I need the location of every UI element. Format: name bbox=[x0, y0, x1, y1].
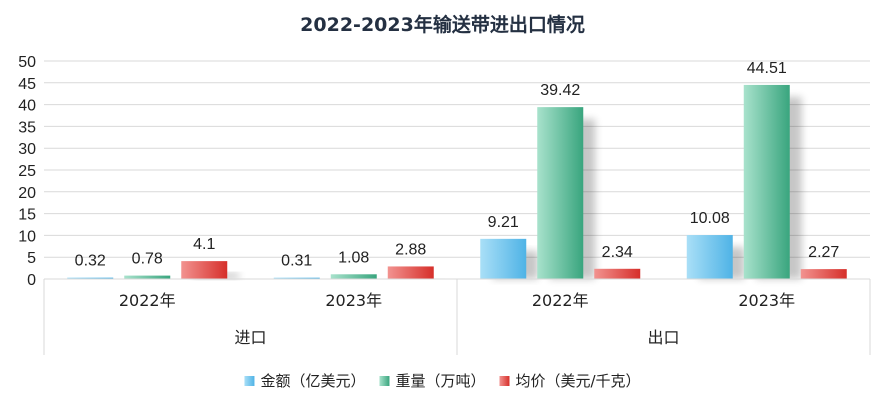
y-tick-label: 45 bbox=[18, 76, 36, 93]
bar bbox=[330, 274, 377, 279]
group-label: 进口 bbox=[234, 328, 266, 347]
data-label: 39.42 bbox=[540, 82, 580, 99]
data-label: 2.34 bbox=[602, 244, 633, 261]
x-tick-label: 2022年 bbox=[119, 291, 176, 310]
x-tick-label: 2023年 bbox=[738, 291, 795, 310]
y-tick-label: 50 bbox=[18, 54, 36, 71]
data-label: 10.08 bbox=[690, 210, 730, 227]
data-label: 9.21 bbox=[488, 214, 519, 231]
chart-title: 2022-2023年输送带进出口情况 bbox=[300, 14, 585, 36]
bar bbox=[537, 107, 584, 279]
bar bbox=[67, 277, 114, 279]
bar bbox=[594, 268, 641, 279]
legend-label: 重量（万吨） bbox=[395, 372, 485, 390]
data-label: 0.32 bbox=[75, 253, 106, 270]
bar bbox=[273, 277, 320, 279]
legend-label: 均价（美元/千克） bbox=[515, 372, 640, 390]
data-label: 44.51 bbox=[747, 60, 787, 77]
data-label: 2.88 bbox=[395, 241, 426, 258]
y-tick-label: 20 bbox=[18, 185, 36, 202]
data-label: 0.31 bbox=[281, 253, 312, 270]
legend-swatch bbox=[244, 376, 255, 386]
bar bbox=[800, 269, 847, 279]
bar bbox=[686, 235, 733, 279]
y-tick-label: 40 bbox=[18, 98, 36, 115]
y-tick-label: 5 bbox=[27, 250, 36, 267]
x-tick-label: 2022年 bbox=[532, 291, 589, 310]
y-tick-label: 0 bbox=[27, 272, 36, 289]
bar bbox=[480, 238, 527, 279]
y-tick-label: 30 bbox=[18, 141, 36, 158]
bar bbox=[743, 84, 790, 279]
data-label: 2.27 bbox=[808, 244, 839, 261]
legend-swatch bbox=[379, 376, 390, 386]
bar bbox=[387, 266, 434, 279]
bar bbox=[124, 275, 171, 279]
bar bbox=[181, 261, 228, 279]
group-label: 出口 bbox=[647, 328, 679, 347]
data-label: 0.78 bbox=[132, 251, 163, 268]
y-tick-label: 15 bbox=[18, 207, 36, 224]
data-label: 1.08 bbox=[338, 249, 369, 266]
data-label: 4.1 bbox=[193, 236, 215, 253]
legend-swatch bbox=[499, 376, 510, 386]
legend-label: 金额（亿美元） bbox=[260, 372, 365, 390]
y-tick-label: 35 bbox=[18, 119, 36, 136]
y-tick-label: 25 bbox=[18, 163, 36, 180]
x-tick-label: 2023年 bbox=[325, 291, 382, 310]
y-tick-label: 10 bbox=[18, 228, 36, 245]
